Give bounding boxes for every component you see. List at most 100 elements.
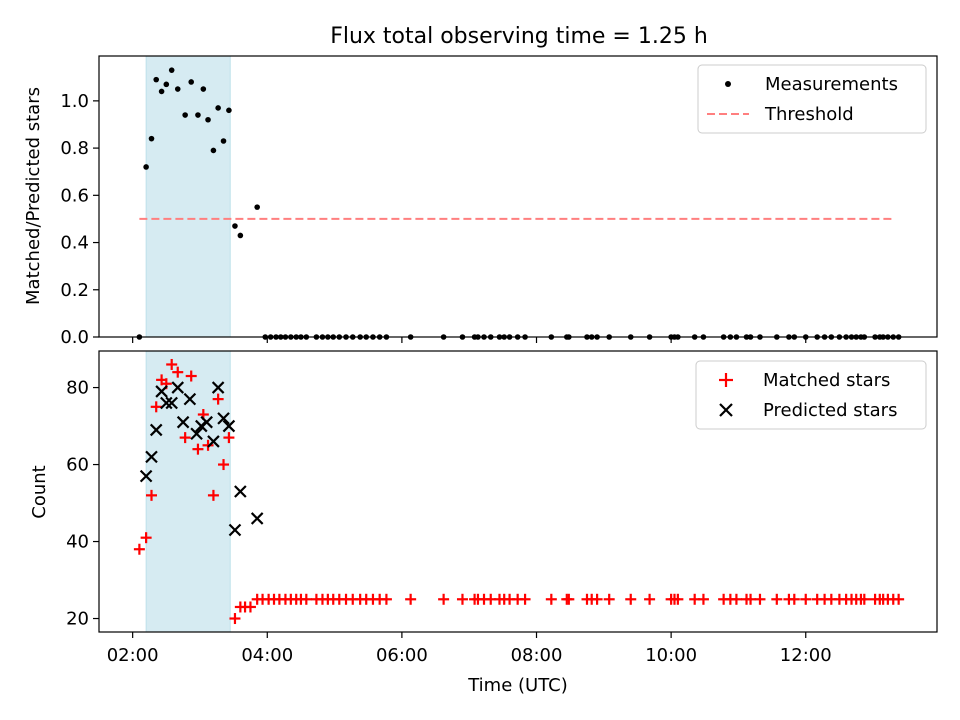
matched-star-marker (788, 593, 800, 605)
matched-star-marker (405, 593, 417, 605)
top-legend-box (697, 64, 927, 134)
predicted-star-marker (171, 381, 185, 394)
matched-star-marker (563, 593, 575, 605)
matched-star-marker (229, 613, 241, 625)
matched-star-marker (730, 593, 742, 605)
predicted-star-marker (228, 523, 242, 537)
legend-matched-marker (719, 373, 733, 387)
predicted-star-marker (183, 392, 197, 406)
x-tick-label: 02:00 (107, 645, 159, 666)
matched-star-marker (858, 593, 870, 605)
top-y-tick-label: 0.6 (60, 185, 89, 206)
matched-star-marker (166, 358, 178, 370)
matched-star-marker (172, 366, 184, 378)
measurement-point (148, 135, 155, 142)
legend-predicted-marker (719, 403, 733, 417)
x-tick-label: 08:00 (511, 645, 563, 666)
predicted-star-marker (234, 485, 247, 498)
measurement-point (143, 164, 149, 170)
measurement-point (237, 232, 244, 239)
top-axes-frame (98, 55, 938, 338)
measurement-point (205, 116, 211, 123)
matched-star-marker (212, 393, 224, 405)
matched-star-marker (545, 593, 557, 605)
predicted-star-marker (207, 435, 220, 448)
predicted-star-marker (139, 469, 153, 483)
measurement-point (232, 223, 238, 229)
bottom-y-tick-label: 40 (66, 532, 89, 553)
predicted-star-stroke (228, 523, 242, 537)
measurement-point (168, 67, 175, 73)
predicted-star-stroke (207, 435, 220, 448)
predicted-star-marker (217, 412, 230, 425)
matched-star-marker (519, 593, 531, 605)
legend-measurements-label: Measurements (765, 74, 898, 95)
predicted-star-stroke (250, 512, 264, 525)
measurement-point (220, 138, 227, 144)
x-tick-label: 12:00 (780, 645, 832, 666)
predicted-star-marker (155, 385, 168, 398)
matched-star-marker (192, 443, 204, 455)
bottom-y-tick-label: 80 (66, 378, 89, 399)
predicted-star-stroke (217, 412, 230, 425)
measurement-point (226, 107, 232, 114)
matched-star-marker (380, 593, 392, 605)
top-y-tick-label: 1.0 (60, 91, 89, 112)
x-axis-label: Time (UTC) (467, 675, 568, 696)
predicted-star-marker (211, 381, 225, 394)
measurement-point (163, 81, 170, 88)
top-y-tick-label: 0.0 (60, 327, 89, 348)
matched-star-marker (697, 593, 709, 605)
top-y-ticks: 0.0 0.2 0.4 0.6 0.8 1.0 (60, 91, 99, 348)
legend-predicted-label: Predicted stars (763, 400, 897, 421)
legend-matched-label: Matched stars (763, 370, 890, 391)
matched-star-marker (672, 593, 684, 605)
bottom-legend: Matched stars Predicted stars (695, 360, 927, 430)
predicted-star-marker (165, 396, 178, 410)
legend-measurements-marker (725, 81, 731, 87)
predicted-star-marker (190, 427, 203, 441)
predicted-star-stroke (155, 385, 168, 398)
matched-star-marker (300, 593, 312, 605)
top-legend: Measurements Threshold (697, 64, 927, 134)
measurement-point (174, 86, 181, 92)
matched-star-marker (133, 543, 145, 555)
observing-window-span-top (145, 55, 231, 338)
bottom-axes-frame (98, 350, 938, 633)
chart-title: Flux total observing time = 1.25 h (330, 24, 708, 49)
matched-star-marker (745, 593, 757, 605)
predicted-star-marker (145, 450, 158, 464)
matched-star-marker (771, 593, 783, 605)
measurement-point (182, 112, 188, 118)
top-y-tick-label: 0.8 (60, 138, 89, 159)
predicted-star-stroke (190, 427, 203, 441)
measurement-point (158, 88, 165, 95)
x-tick-label: 10:00 (645, 645, 697, 666)
bottom-legend-box (695, 360, 927, 430)
matched-star-marker (179, 432, 191, 444)
matched-star-marker (893, 593, 905, 605)
measurement-point (188, 79, 195, 85)
matched-star-marker (603, 593, 615, 605)
matched-star-marker (754, 593, 766, 605)
bottom-y-ticks: 20 40 60 80 (66, 378, 99, 630)
matched-star-marker (591, 593, 603, 605)
bottom-y-axis-label: Count (29, 465, 50, 518)
predicted-star-marker (250, 512, 264, 525)
predicted-star-stroke (145, 450, 158, 464)
top-x-ticks (132, 337, 807, 343)
predicted-star-marker (222, 419, 236, 433)
predicted-star-stroke (139, 469, 153, 483)
predicted-star-stroke (171, 381, 185, 394)
predicted-star-stroke (149, 423, 163, 437)
matched-star-marker (625, 593, 637, 605)
bottom-y-tick-label: 20 (66, 609, 89, 630)
measurement-point (195, 112, 201, 118)
measurement-point (200, 86, 207, 92)
predicted-star-marker (149, 423, 163, 437)
top-y-axis-label: Matched/Predicted stars (23, 87, 44, 305)
matched-star-marker (644, 593, 656, 605)
matched-star-marker (150, 401, 162, 413)
x-tick-label: 06:00 (376, 645, 428, 666)
predicted-star-stroke (183, 392, 197, 406)
